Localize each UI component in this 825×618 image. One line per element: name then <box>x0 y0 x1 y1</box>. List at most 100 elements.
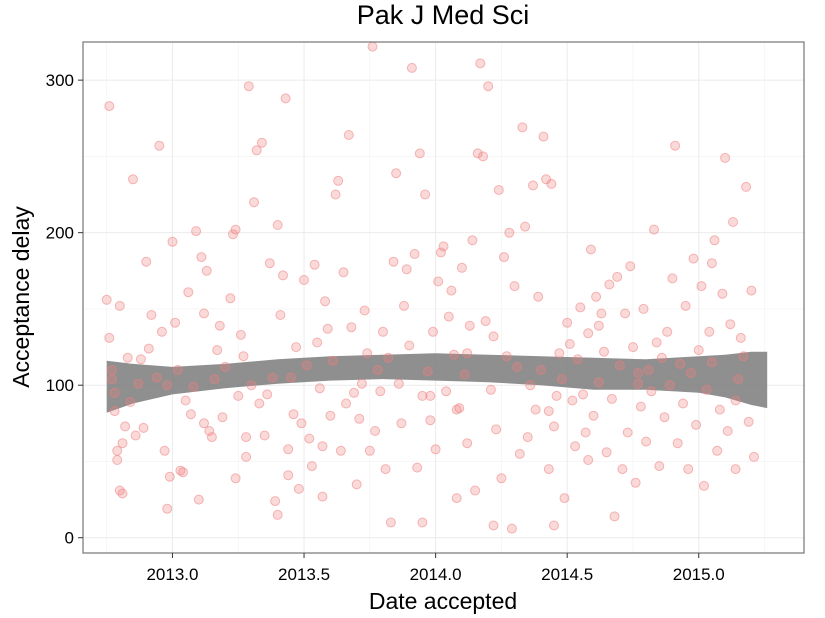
data-point <box>668 274 677 283</box>
data-point <box>615 361 624 370</box>
data-point <box>318 442 327 451</box>
data-point <box>352 480 361 489</box>
data-point <box>660 413 669 422</box>
data-point <box>131 431 140 440</box>
data-point <box>276 311 285 320</box>
data-point <box>226 294 235 303</box>
data-point <box>684 465 693 474</box>
data-point <box>384 353 393 362</box>
data-point <box>110 407 119 416</box>
data-point <box>147 311 156 320</box>
data-point <box>360 306 369 315</box>
data-point <box>479 152 488 161</box>
data-point <box>415 149 424 158</box>
data-point <box>492 425 501 434</box>
data-point <box>297 419 306 428</box>
data-point <box>515 449 524 458</box>
data-point <box>529 181 538 190</box>
data-point <box>736 333 745 342</box>
data-point <box>665 381 674 390</box>
data-point <box>163 381 172 390</box>
data-point <box>565 340 574 349</box>
data-point <box>221 362 230 371</box>
data-point <box>310 260 319 269</box>
data-point <box>284 471 293 480</box>
data-point <box>281 94 290 103</box>
data-point <box>315 384 324 393</box>
data-point <box>334 176 343 185</box>
data-point <box>518 123 527 132</box>
grid <box>83 42 804 553</box>
data-point <box>489 332 498 341</box>
data-point <box>481 317 490 326</box>
data-point <box>355 414 364 423</box>
data-point <box>679 399 688 408</box>
data-point <box>452 405 461 414</box>
data-point <box>523 433 532 442</box>
data-point <box>102 295 111 304</box>
y-tick-label: 100 <box>46 376 74 395</box>
data-point <box>244 82 253 91</box>
data-point <box>110 388 119 397</box>
data-point <box>547 179 556 188</box>
data-point <box>600 347 609 356</box>
data-point <box>413 463 422 472</box>
data-point <box>426 416 435 425</box>
data-point <box>289 410 298 419</box>
data-point <box>134 379 143 388</box>
data-point <box>200 419 209 428</box>
data-point <box>286 373 295 382</box>
data-point <box>671 141 680 150</box>
data-point <box>589 411 598 420</box>
data-point <box>365 446 374 455</box>
y-tick-label: 0 <box>65 529 74 548</box>
data-point <box>118 489 127 498</box>
y-axis: 0 100 200 300 <box>46 71 83 548</box>
data-point <box>105 333 114 342</box>
data-point <box>350 388 359 397</box>
data-point <box>284 445 293 454</box>
data-point <box>126 398 135 407</box>
data-point <box>644 366 653 375</box>
data-point <box>107 375 116 384</box>
data-point <box>552 391 561 400</box>
data-point <box>207 433 216 442</box>
data-point <box>700 481 709 490</box>
data-point <box>631 478 640 487</box>
data-point <box>594 321 603 330</box>
data-point <box>171 318 180 327</box>
data-point <box>210 375 219 384</box>
data-point <box>534 292 543 301</box>
data-point <box>168 237 177 246</box>
data-point <box>129 175 138 184</box>
data-point <box>447 286 456 295</box>
data-point <box>544 465 553 474</box>
points-group <box>102 42 758 533</box>
data-point <box>663 327 672 336</box>
x-tick-label: 2013.5 <box>278 565 330 584</box>
data-point <box>623 428 632 437</box>
data-point <box>476 59 485 68</box>
data-point <box>634 379 643 388</box>
data-point <box>318 492 327 501</box>
data-point <box>231 474 240 483</box>
data-point <box>642 437 651 446</box>
data-point <box>444 312 453 321</box>
data-point <box>302 361 311 370</box>
data-point <box>621 309 630 318</box>
data-point <box>336 446 345 455</box>
data-point <box>250 198 259 207</box>
x-tick-label: 2014.0 <box>410 565 462 584</box>
data-point <box>521 222 530 231</box>
data-point <box>655 462 664 471</box>
data-point <box>181 396 190 405</box>
data-point <box>584 456 593 465</box>
data-point <box>329 356 338 365</box>
plot-border <box>83 42 804 553</box>
data-point <box>607 394 616 403</box>
data-point <box>218 413 227 422</box>
data-point <box>747 286 756 295</box>
data-point <box>313 338 322 347</box>
data-point <box>421 190 430 199</box>
data-point <box>294 484 303 493</box>
